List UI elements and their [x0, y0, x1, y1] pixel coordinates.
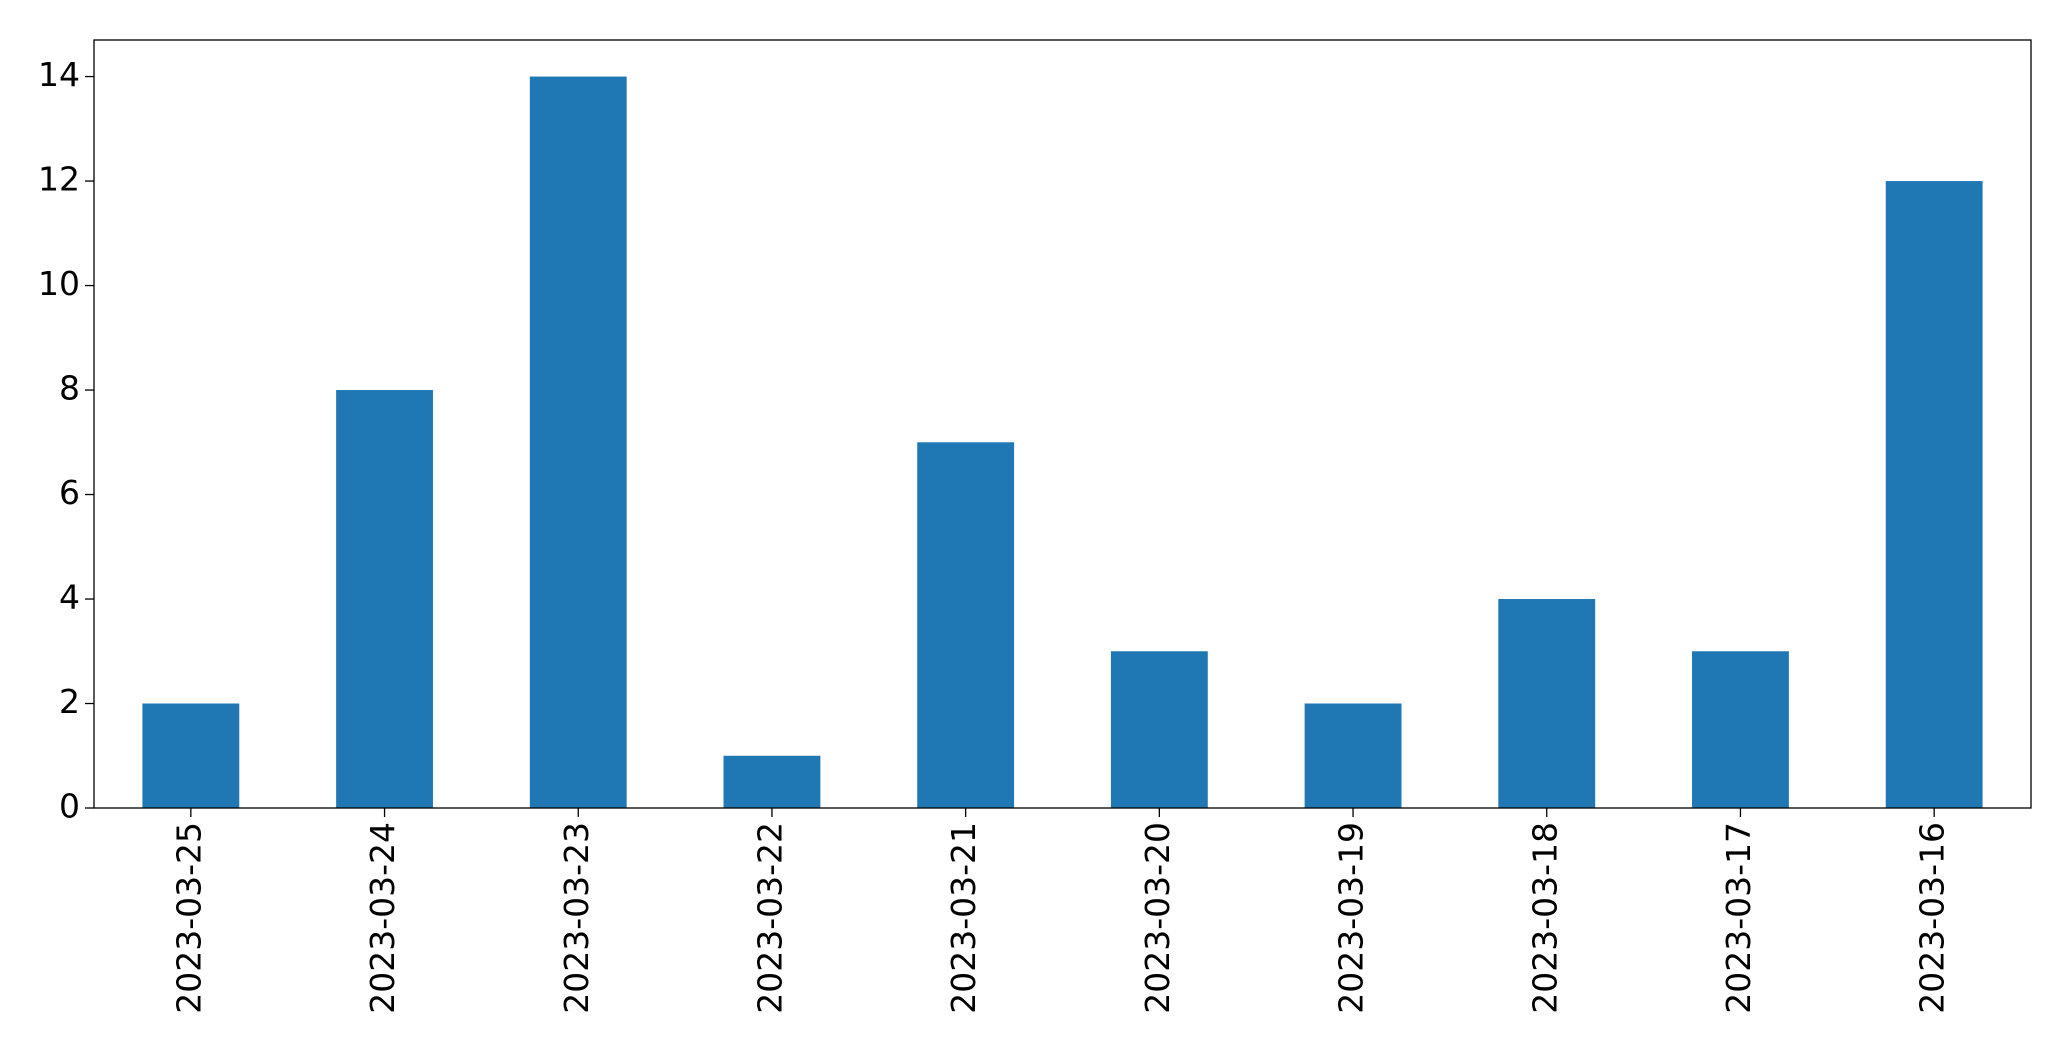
- bar: [917, 442, 1015, 808]
- y-tick-label: 6: [59, 473, 80, 512]
- x-tick-label: 2023-03-18: [1525, 822, 1564, 1014]
- x-tick-label: 2023-03-16: [1913, 822, 1952, 1014]
- y-tick-label: 12: [38, 160, 80, 199]
- bar: [1692, 651, 1789, 808]
- y-tick-label: 14: [38, 55, 80, 94]
- x-tick-label: 2023-03-25: [169, 822, 208, 1014]
- x-tick-label: 2023-03-23: [557, 822, 596, 1014]
- bar: [1110, 651, 1208, 808]
- x-tick-label: 2023-03-19: [1332, 822, 1371, 1014]
- y-tick-label: 2: [59, 682, 80, 721]
- x-tick-label: 2023-03-22: [750, 822, 789, 1014]
- bar: [1304, 703, 1402, 808]
- bar: [529, 76, 627, 809]
- bar: [1885, 181, 1983, 808]
- x-tick-label: 2023-03-17: [1719, 822, 1758, 1014]
- y-tick-label: 0: [59, 787, 80, 826]
- bar: [723, 755, 821, 808]
- x-tick-label: 2023-03-21: [944, 822, 983, 1014]
- y-tick-label: 4: [59, 578, 80, 617]
- x-tick-label: 2023-03-24: [363, 822, 402, 1014]
- axes-frame: [93, 39, 2032, 809]
- bar: [142, 703, 240, 808]
- bar: [336, 390, 433, 808]
- bar: [1498, 599, 1596, 808]
- plot-area: [142, 76, 1983, 809]
- y-tick-label: 10: [38, 264, 80, 303]
- y-tick-label: 8: [59, 369, 80, 408]
- x-tick-label: 2023-03-20: [1138, 822, 1177, 1014]
